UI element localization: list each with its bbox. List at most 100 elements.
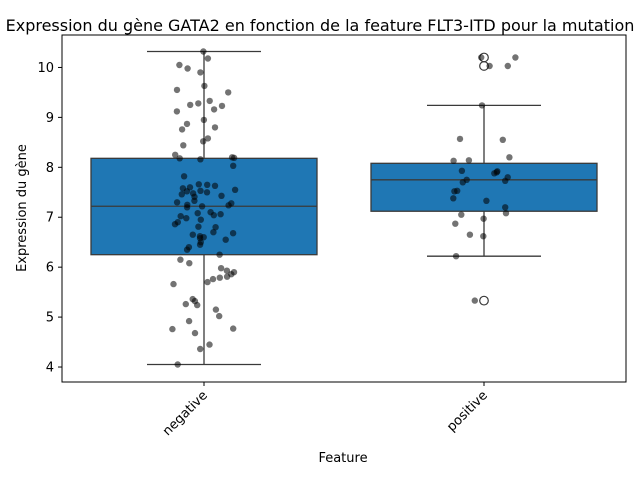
strip-point (212, 306, 220, 313)
strip-point (512, 54, 519, 61)
strip-point (229, 230, 237, 237)
strip-point (504, 62, 511, 70)
strip-point (210, 212, 217, 219)
strip-point (454, 187, 461, 194)
strip-point (222, 236, 229, 243)
strip-point (197, 156, 204, 163)
strip-point (204, 181, 211, 188)
strip-point (173, 86, 181, 94)
strip-point (198, 203, 206, 210)
y-tick-label: 4 (46, 361, 54, 376)
strip-point (209, 275, 217, 283)
strip-point (478, 102, 486, 109)
strip-point (230, 325, 237, 332)
strip-point (176, 155, 183, 162)
strip-point (186, 260, 193, 267)
strip-point (456, 135, 464, 143)
plot-frame (61, 34, 627, 383)
strip-point (178, 126, 186, 133)
strip-point (195, 100, 202, 107)
strip-point (183, 120, 191, 128)
strip-point (182, 300, 189, 308)
strip-point (173, 199, 181, 206)
strip-point (502, 204, 509, 211)
strip-point (480, 215, 487, 222)
box-body (370, 162, 598, 212)
strip-point (217, 265, 225, 272)
strip-point (465, 157, 473, 164)
strip-point (459, 179, 466, 186)
strip-point (450, 195, 457, 202)
y-tick-label: 8 (46, 161, 54, 176)
strip-point (197, 187, 204, 194)
strip-group-positive (450, 54, 519, 304)
strip-point (502, 177, 509, 184)
strip-point (200, 138, 207, 145)
strip-point (200, 48, 207, 55)
strip-point (218, 192, 225, 199)
strip-point (212, 224, 219, 231)
strip-point (478, 54, 485, 61)
strip-point (170, 280, 177, 288)
strip-point (196, 241, 204, 248)
strip-point (211, 124, 219, 131)
strip-point (502, 210, 510, 217)
strip-point (223, 273, 231, 280)
y-tick-label: 10 (37, 61, 54, 76)
y-tick-label: 6 (46, 261, 54, 276)
x-axis-label: Feature (318, 451, 367, 466)
strip-point (180, 173, 188, 180)
strip-point (216, 274, 223, 281)
chart-title: Expression du gène GATA2 en fonction de … (6, 16, 635, 35)
strip-point (466, 231, 474, 238)
strip-point (225, 89, 232, 96)
strip-point (187, 101, 194, 109)
strip-point (217, 211, 224, 218)
strip-point (223, 267, 231, 274)
plot-area (90, 48, 598, 368)
strip-point (210, 229, 217, 236)
strip-point (183, 215, 190, 222)
strip-point (204, 55, 212, 62)
strip-point (177, 256, 184, 263)
x-axis: negative positive (160, 382, 491, 439)
strip-point (184, 65, 191, 72)
strip-point (206, 341, 213, 348)
strip-point (458, 167, 466, 174)
outlier-point (479, 295, 489, 306)
x-tick-label: positive (444, 388, 491, 435)
strip-point (211, 182, 219, 189)
x-tick-label: negative (160, 388, 211, 439)
y-tick-label: 9 (46, 111, 54, 126)
strip-point (506, 154, 513, 161)
strip-point (206, 97, 213, 105)
strip-point (210, 106, 218, 113)
strip-point (191, 329, 199, 337)
strip-point (458, 211, 465, 218)
strip-point (204, 135, 212, 142)
strip-point (195, 181, 202, 188)
strip-point (203, 189, 211, 196)
strip-point (183, 246, 191, 253)
y-tick-label: 5 (46, 311, 54, 326)
strip-point (191, 197, 198, 204)
strip-point (189, 231, 196, 238)
strip-group-negative (169, 48, 239, 368)
strip-point (230, 162, 237, 169)
strip-point (499, 136, 506, 143)
strip-point (230, 154, 238, 161)
strip-point (197, 345, 204, 353)
strip-point (178, 191, 185, 198)
strip-point (486, 62, 493, 70)
strip-point (204, 278, 211, 286)
strip-point (216, 251, 223, 258)
strip-point (200, 116, 208, 124)
strip-point (180, 142, 187, 149)
y-axis: 4 5 6 7 8 9 10 (37, 61, 62, 376)
strip-point (452, 253, 460, 260)
strip-point (183, 204, 191, 211)
strip-point (450, 157, 457, 164)
strip-point (176, 61, 183, 69)
strip-point (197, 216, 204, 223)
